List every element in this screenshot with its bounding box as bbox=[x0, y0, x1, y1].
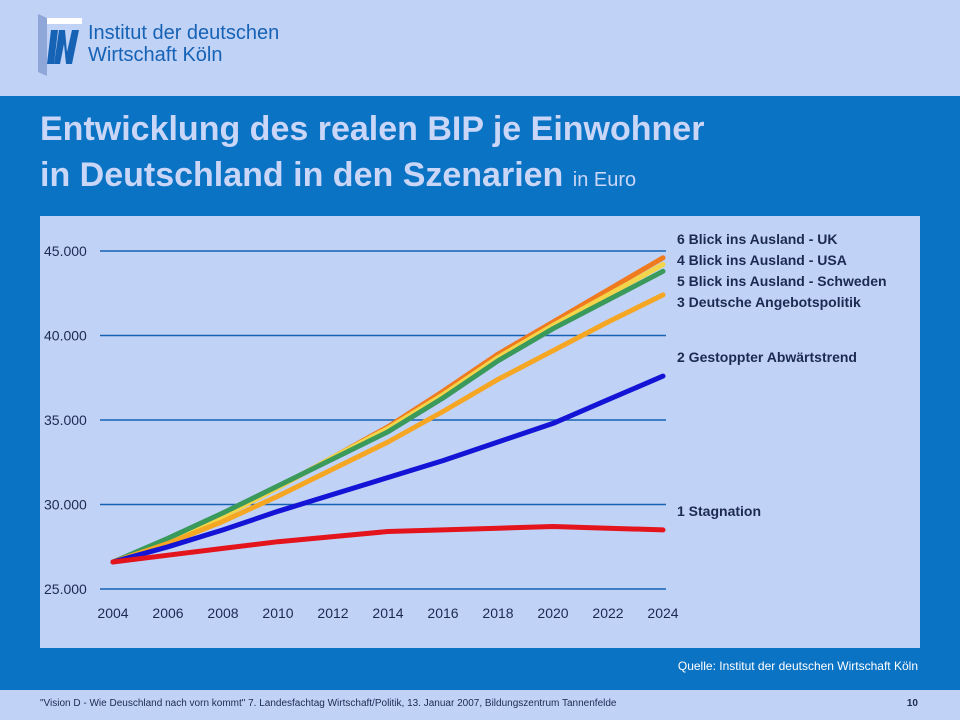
header-bar: Institut der deutschen Wirtschaft Köln bbox=[0, 0, 960, 96]
series-line bbox=[110, 292, 666, 565]
y-tick-label: 40.000 bbox=[44, 328, 87, 344]
x-tick-label: 2020 bbox=[537, 605, 568, 621]
x-tick-label: 2012 bbox=[317, 605, 348, 621]
y-tick-label: 30.000 bbox=[44, 497, 87, 513]
page-title: Entwicklung des realen BIP je Einwohner … bbox=[40, 106, 704, 203]
x-tick-label: 2004 bbox=[97, 605, 128, 621]
logo-text: Institut der deutschen Wirtschaft Köln bbox=[88, 22, 279, 66]
line-chart: 25.000 30.000 35.000 40.000 45.000 2004 2006 20… bbox=[44, 231, 887, 621]
y-tick-label: 45.000 bbox=[44, 243, 87, 259]
x-tick-label: 2006 bbox=[152, 605, 183, 621]
x-tick-label: 2024 bbox=[647, 605, 678, 621]
series-line bbox=[110, 524, 666, 565]
footer-text: "Vision D - Wie Deuschland nach vorn kom… bbox=[40, 698, 617, 709]
series-label: 2 Gestoppter Abwärtstrend bbox=[677, 349, 857, 365]
chart-panel: 25.000 30.000 35.000 40.000 45.000 2004 2006 20… bbox=[40, 216, 920, 648]
iw-logo-icon bbox=[38, 14, 82, 76]
page-number: 10 bbox=[906, 698, 918, 709]
y-tick-label: 25.000 bbox=[44, 581, 87, 597]
series-label: 5 Blick ins Ausland - Schweden bbox=[677, 273, 887, 289]
footer-bar: "Vision D - Wie Deuschland nach vorn kom… bbox=[0, 690, 960, 720]
x-tick-label: 2016 bbox=[427, 605, 458, 621]
x-tick-label: 2018 bbox=[482, 605, 513, 621]
series-label: 3 Deutsche Angebotspolitik bbox=[677, 294, 861, 310]
series-line bbox=[110, 268, 666, 565]
series-line bbox=[110, 373, 666, 565]
title-unit: in Euro bbox=[572, 169, 637, 191]
title-line2: in Deutschland in den Szenarien bbox=[40, 156, 564, 194]
series-label: 1 Stagnation bbox=[677, 503, 761, 519]
x-tick-label: 2010 bbox=[262, 605, 293, 621]
series-label: 4 Blick ins Ausland - USA bbox=[677, 252, 847, 268]
logo-line1: Institut der deutschen bbox=[88, 22, 280, 44]
source-note: Quelle: Institut der deutschen Wirtschaf… bbox=[677, 659, 918, 673]
x-tick-label: 2014 bbox=[372, 605, 403, 621]
y-tick-label: 35.000 bbox=[44, 412, 87, 428]
title-line1: Entwicklung des realen BIP je Einwohner bbox=[40, 110, 705, 148]
x-tick-label: 2008 bbox=[207, 605, 238, 621]
logo-line2: Wirtschaft Köln bbox=[88, 44, 223, 66]
x-tick-label: 2022 bbox=[592, 605, 623, 621]
series-label: 6 Blick ins Ausland - UK bbox=[677, 231, 838, 247]
series-line bbox=[110, 262, 666, 565]
